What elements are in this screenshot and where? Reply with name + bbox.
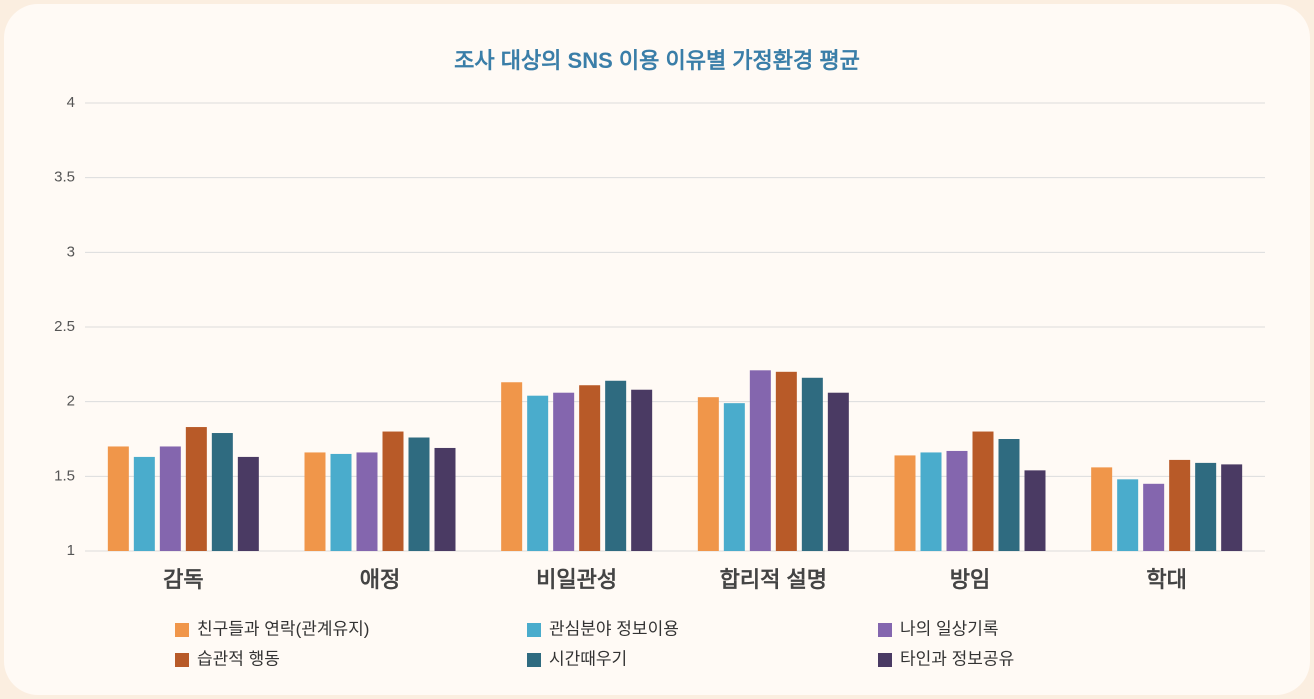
bar	[920, 452, 942, 551]
bar	[304, 452, 326, 551]
bar	[211, 433, 233, 551]
bar	[1195, 462, 1217, 551]
bar	[107, 446, 129, 551]
bar	[749, 370, 771, 551]
bar	[1143, 483, 1165, 551]
legend-swatch	[527, 623, 541, 637]
chart-title: 조사 대상의 SNS 이용 이유별 가정환경 평균	[454, 48, 860, 73]
bar	[237, 456, 259, 551]
y-tick-label: 2	[67, 393, 75, 410]
y-tick-label: 2.5	[54, 318, 75, 335]
bar	[553, 392, 575, 551]
bar	[1221, 464, 1243, 551]
bar	[827, 392, 849, 551]
bar	[434, 447, 456, 551]
legend-swatch	[175, 623, 189, 637]
bar	[185, 427, 207, 551]
bar	[527, 395, 549, 551]
legend-label: 습관적 행동	[197, 649, 280, 668]
bar	[159, 446, 181, 551]
legend-swatch	[878, 623, 892, 637]
x-tick-label: 애정	[360, 567, 400, 592]
y-tick-label: 4	[67, 94, 75, 111]
y-tick-label: 3.5	[54, 169, 75, 186]
bar	[1169, 459, 1191, 551]
x-tick-label: 합리적 설명	[720, 567, 827, 592]
bar	[972, 431, 994, 551]
bar	[775, 371, 797, 551]
bar	[697, 397, 719, 551]
y-tick-label: 1.5	[54, 467, 75, 484]
bar	[382, 431, 404, 551]
legend-label: 친구들과 연락(관계유지)	[197, 619, 369, 638]
y-tick-label: 1	[67, 542, 75, 559]
legend-swatch	[175, 653, 189, 667]
x-tick-label: 학대	[1146, 567, 1186, 592]
bar	[1091, 467, 1113, 551]
bar	[801, 377, 823, 551]
legend-label: 시간때우기	[549, 649, 627, 668]
bar	[1024, 470, 1046, 551]
bar	[330, 453, 352, 551]
bar	[501, 382, 523, 551]
x-tick-label: 감독	[163, 567, 203, 592]
legend-swatch	[527, 653, 541, 667]
y-tick-label: 3	[67, 243, 75, 260]
bar	[894, 455, 916, 551]
bar	[998, 439, 1020, 551]
legend-label: 타인과 정보공유	[900, 649, 1014, 668]
legend-swatch	[878, 653, 892, 667]
bar	[408, 437, 430, 551]
bar	[723, 403, 745, 551]
x-tick-label: 방임	[950, 567, 990, 592]
legend-label: 나의 일상기록	[900, 619, 999, 638]
x-tick-label: 비일관성	[536, 567, 617, 592]
bar	[605, 380, 627, 551]
bar	[1117, 479, 1139, 551]
bar	[133, 456, 155, 551]
bar	[579, 385, 601, 551]
legend-label: 관심분야 정보이용	[549, 619, 679, 638]
bar	[356, 452, 378, 551]
bar	[631, 389, 653, 551]
bar	[946, 450, 968, 551]
